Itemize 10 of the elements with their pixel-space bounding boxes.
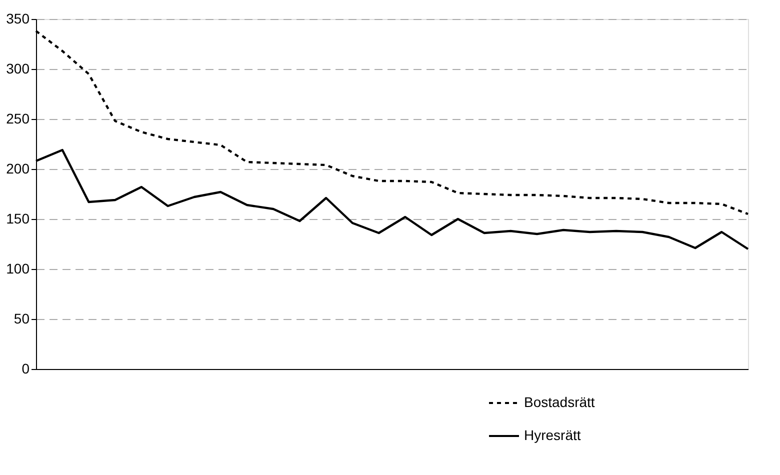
y-tick-label: 200 xyxy=(6,160,30,176)
legend-label: Bostadsrätt xyxy=(524,394,595,410)
y-tick-label: 0 xyxy=(22,360,30,376)
y-tick-label: 100 xyxy=(6,260,30,276)
y-tick-label: 150 xyxy=(6,210,30,226)
y-tick-label: 250 xyxy=(6,110,30,126)
y-tick-label: 300 xyxy=(6,60,30,76)
legend-label: Hyresrätt xyxy=(524,427,581,443)
y-tick-label: 50 xyxy=(14,310,30,326)
y-tick-label: 350 xyxy=(6,10,30,26)
